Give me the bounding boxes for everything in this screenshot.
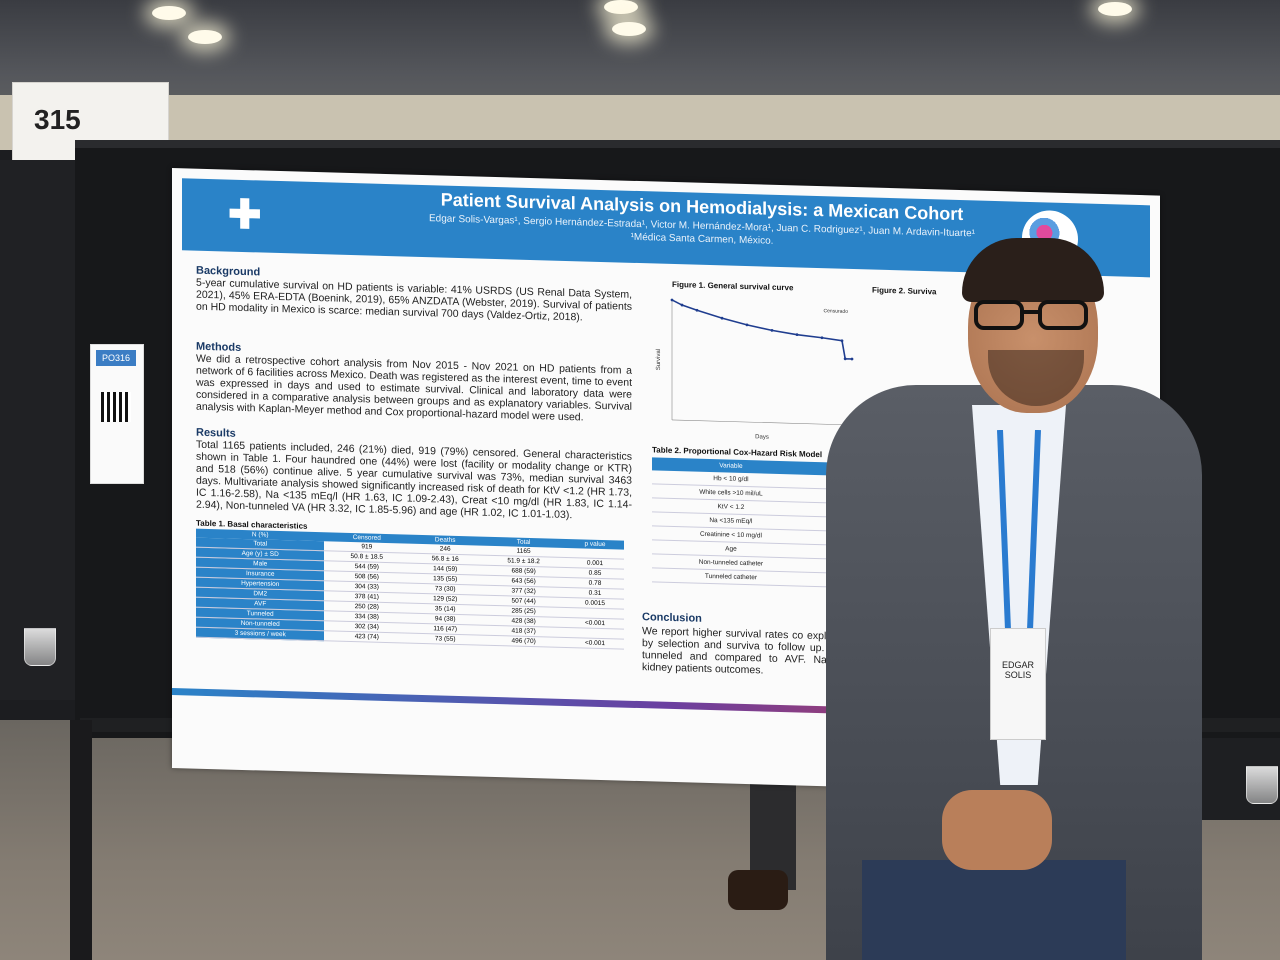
lanyard xyxy=(997,430,1041,631)
conclusion-text: We report higher survival rates co expla… xyxy=(642,625,852,677)
results-section: Results Total 1165 patients included, 24… xyxy=(196,427,632,523)
ceiling-light xyxy=(604,0,638,14)
results-text: Total 1165 patients included, 246 (21%) … xyxy=(196,438,632,522)
survival-point xyxy=(850,357,854,361)
board-leg xyxy=(70,720,92,960)
survival-point xyxy=(680,303,684,307)
conclusion-heading: Conclusion xyxy=(642,611,702,625)
medical-cross-icon: ✚ xyxy=(228,192,262,238)
ceiling-light xyxy=(612,22,646,36)
ceiling-light xyxy=(1098,2,1132,16)
methods-text: We did a retrospective cohort analysis f… xyxy=(196,352,632,424)
visitor-shoe xyxy=(728,870,788,910)
survival-point xyxy=(670,298,674,302)
presenter-jeans xyxy=(862,860,1126,960)
research-poster: ✚ Patient Survival Analysis on Hemodialy… xyxy=(172,168,1160,796)
background-section: Background 5-year cumulative survival on… xyxy=(196,265,632,325)
basal-characteristics-table: N (%) Censored Deaths Total p value Total 919… xyxy=(196,528,624,650)
survival-point xyxy=(720,316,724,320)
survival-point xyxy=(820,336,824,340)
table2-caption: Table 2. Proportional Cox-Hazard Risk Mo… xyxy=(652,445,823,460)
x-axis xyxy=(672,419,857,426)
board-card-id: PO316 xyxy=(96,350,136,366)
ceiling-light xyxy=(188,30,222,44)
presenter-hands xyxy=(942,790,1052,870)
survival-point xyxy=(840,339,844,343)
y-axis-label: Survival xyxy=(656,349,662,371)
survival-curve-chart: Days Survival Censurado xyxy=(656,298,857,441)
survival-point xyxy=(843,357,847,361)
name-badge xyxy=(990,628,1046,740)
table-cell: <0.001 xyxy=(566,637,624,650)
badge-name: EDGAR SOLIS xyxy=(1001,660,1034,680)
figure2-title: Figure 2. Surviva xyxy=(872,285,937,297)
left-poster-board xyxy=(0,160,80,700)
presenter-hair xyxy=(962,238,1104,302)
table-cell: Tunneled catheter xyxy=(652,567,810,587)
booth-number: 315 xyxy=(34,104,81,135)
x-axis-label: Days xyxy=(755,434,769,440)
table-cell: 73 (55) xyxy=(409,633,482,646)
plastic-cup xyxy=(1246,766,1278,804)
qr-code-icon xyxy=(101,392,131,422)
glasses-icon xyxy=(974,300,1088,330)
survival-point xyxy=(745,323,749,327)
legend-label: Censurado xyxy=(824,308,849,315)
table-cell: 496 (70) xyxy=(481,635,566,648)
table-cell: 423 (74) xyxy=(324,630,410,644)
methods-section: Methods We did a retrospective cohort an… xyxy=(196,341,632,425)
ceiling-light xyxy=(152,6,186,20)
survival-point xyxy=(770,328,774,332)
plastic-cup xyxy=(24,628,56,666)
survival-point xyxy=(695,308,699,312)
survival-point xyxy=(795,333,799,337)
